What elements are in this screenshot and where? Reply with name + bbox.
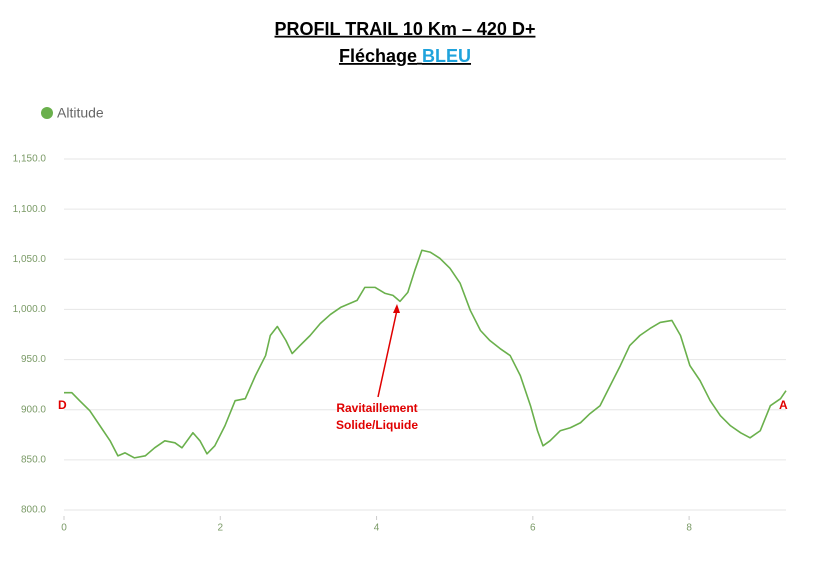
chart-subtitle: Fléchage BLEU <box>339 46 471 66</box>
legend-marker <box>41 107 53 119</box>
y-tick-label: 950.0 <box>21 354 46 365</box>
note-arrowhead <box>393 304 400 313</box>
y-tick-label: 1,000.0 <box>13 304 47 315</box>
x-tick-label: 8 <box>686 523 692 534</box>
y-tick-label: 1,050.0 <box>13 254 47 265</box>
x-tick-label: 6 <box>530 523 536 534</box>
y-tick-label: 1,150.0 <box>13 154 47 165</box>
legend-label: Altitude <box>57 105 104 121</box>
y-tick-label: 800.0 <box>21 505 46 516</box>
altitude-line <box>64 249 787 459</box>
note-arrow <box>377 309 398 398</box>
subtitle-highlight: BLEU <box>422 46 471 66</box>
x-tick-label: 4 <box>374 523 380 534</box>
x-tick-label: 2 <box>217 523 223 534</box>
end-label: A <box>779 398 788 412</box>
y-tick-label: 1,100.0 <box>13 204 47 215</box>
note-label: Ravitaillement <box>336 401 417 415</box>
y-tick-label: 900.0 <box>21 404 46 415</box>
subtitle-text: Fléchage <box>339 46 417 66</box>
x-tick-label: 0 <box>61 523 67 534</box>
chart-title: PROFIL TRAIL 10 Km – 420 D+ <box>275 19 536 39</box>
start-label: D <box>58 398 67 412</box>
y-tick-label: 850.0 <box>21 454 46 465</box>
note-label: Solide/Liquide <box>336 418 418 432</box>
